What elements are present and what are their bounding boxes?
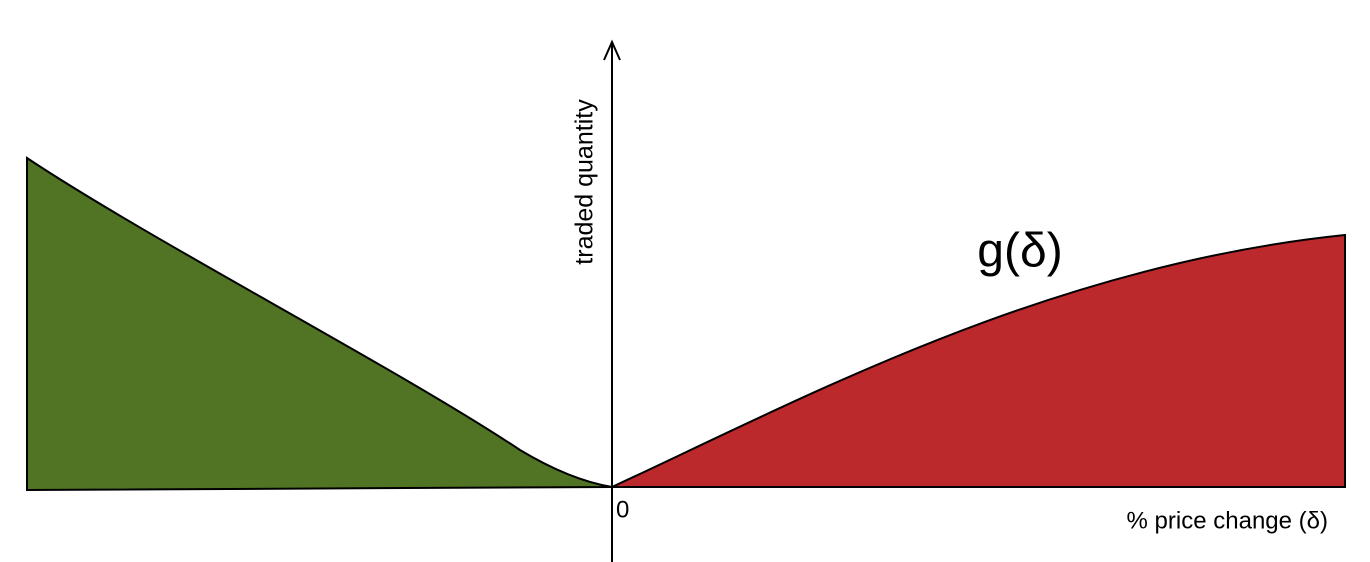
origin-label: 0 [616, 496, 629, 523]
red-area [611, 233, 1346, 488]
x-axis-label: % price change (δ) [1127, 507, 1328, 534]
y-axis-arrow [603, 39, 621, 61]
curve-label: g(δ) [977, 225, 1062, 278]
green-area [26, 156, 613, 492]
y-axis-label: traded quantity [571, 99, 599, 265]
